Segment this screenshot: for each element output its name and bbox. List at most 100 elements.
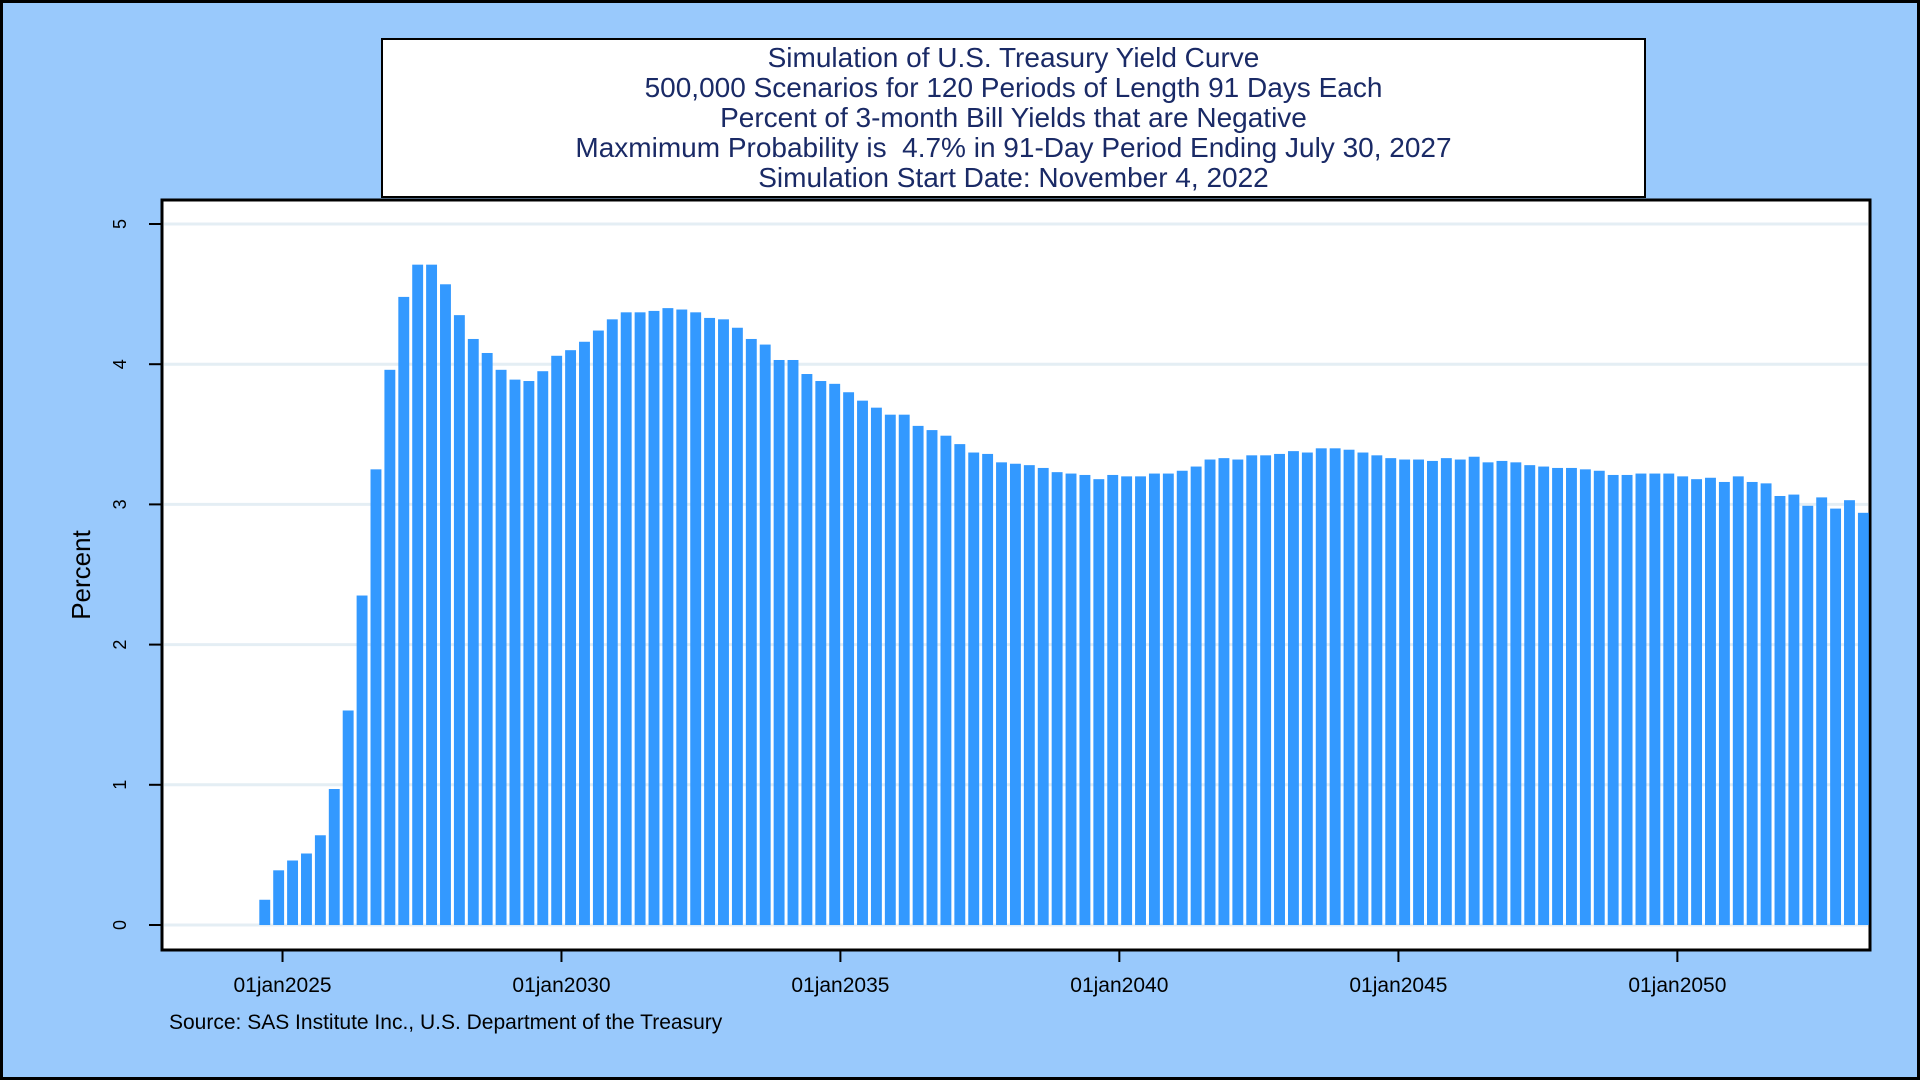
bar: [759, 344, 771, 925]
bar: [1176, 470, 1188, 925]
y-tick-label: 5: [110, 219, 130, 229]
bar: [773, 359, 785, 925]
x-tick-label: 01jan2030: [512, 974, 610, 997]
bar: [440, 284, 451, 925]
x-tick-label: 01jan2035: [791, 974, 889, 997]
title-line: Simulation Start Date: November 4, 2022: [758, 162, 1269, 193]
bar: [1593, 470, 1605, 925]
bar: [704, 317, 716, 926]
bar: [870, 407, 882, 925]
bar: [1746, 481, 1758, 925]
bar: [1301, 452, 1313, 925]
bar: [412, 264, 424, 926]
bar: [356, 595, 368, 925]
bar: [606, 319, 618, 925]
bar: [1691, 479, 1703, 925]
bar: [912, 425, 924, 925]
bar: [1760, 483, 1772, 925]
title-line: Percent of 3-month Bill Yields that are …: [720, 102, 1307, 133]
bar: [1496, 460, 1508, 925]
bar: [1579, 469, 1591, 925]
bar: [1705, 477, 1716, 925]
bar: [1162, 473, 1174, 925]
bar: [1816, 497, 1828, 925]
bar: [1121, 476, 1133, 925]
bar: [1649, 473, 1661, 925]
bar: [815, 381, 827, 925]
bar: [1426, 460, 1438, 925]
bar: [898, 414, 910, 925]
bar: [690, 312, 702, 925]
bar: [301, 853, 312, 925]
bar: [718, 319, 729, 925]
bars: [259, 264, 1869, 926]
bar: [1051, 472, 1063, 925]
bar: [287, 860, 299, 925]
bar: [398, 296, 410, 925]
bar: [1732, 476, 1744, 925]
bar: [1663, 473, 1675, 925]
bar: [509, 379, 521, 925]
bar: [1718, 481, 1730, 925]
bar: [940, 435, 952, 925]
bar: [954, 444, 966, 925]
bar: [426, 264, 438, 926]
bar: [1482, 462, 1494, 925]
title-line: Simulation of U.S. Treasury Yield Curve: [767, 42, 1260, 73]
y-axis-label: Percent: [66, 529, 96, 619]
y-tick-label: 1: [110, 780, 130, 790]
bar: [745, 338, 757, 925]
bar: [1023, 465, 1035, 925]
bar: [384, 369, 396, 926]
bar: [551, 355, 563, 926]
bar: [1635, 473, 1647, 925]
bar: [1454, 459, 1466, 925]
x-tick-label: 01jan2025: [233, 974, 331, 997]
bar: [787, 359, 799, 925]
bar: [884, 414, 896, 925]
bar: [1621, 474, 1633, 925]
bar: [523, 381, 535, 925]
bar: [1357, 452, 1369, 925]
bar: [662, 308, 674, 925]
bar: [1093, 479, 1105, 925]
bar: [453, 315, 465, 925]
x-tick-label: 01jan2045: [1349, 974, 1447, 997]
bar: [1385, 458, 1397, 925]
bar: [1009, 463, 1021, 925]
bar: [314, 835, 326, 925]
y-tick-label: 2: [110, 640, 130, 650]
bar: [1788, 494, 1800, 925]
bar: [565, 350, 577, 925]
bar: [1079, 474, 1091, 925]
bar: [857, 400, 868, 926]
bar: [1857, 512, 1869, 925]
bar: [843, 392, 855, 925]
bar: [1260, 455, 1272, 925]
bar: [620, 312, 632, 925]
bar: [328, 789, 340, 925]
bar: [801, 374, 813, 925]
chart-title-box: Simulation of U.S. Treasury Yield Curve …: [381, 38, 1646, 198]
bar: [273, 870, 285, 925]
axes: 0 1 2 3 4 5 01jan2025 01jan2030 01jan2035 01jan20…: [110, 219, 1726, 997]
bar: [259, 899, 271, 925]
bar: [829, 383, 841, 925]
bar: [731, 327, 743, 925]
bar: [676, 309, 688, 926]
bar: [1246, 455, 1258, 925]
x-tick-label: 01jan2040: [1070, 974, 1168, 997]
title-line: Maxmimum Probability is 4.7% in 91-Day P…: [575, 132, 1452, 163]
bar: [1774, 495, 1786, 925]
bar: [1524, 465, 1536, 925]
source-note: Source: SAS Institute Inc., U.S. Departm…: [169, 1011, 723, 1034]
y-tick-label: 3: [110, 499, 130, 509]
bar: [1413, 459, 1424, 925]
bar: [648, 310, 660, 925]
bar: [634, 312, 646, 925]
bar: [1315, 448, 1327, 925]
bar: [1566, 467, 1577, 925]
bar: [968, 452, 980, 925]
bar: [1218, 458, 1230, 925]
